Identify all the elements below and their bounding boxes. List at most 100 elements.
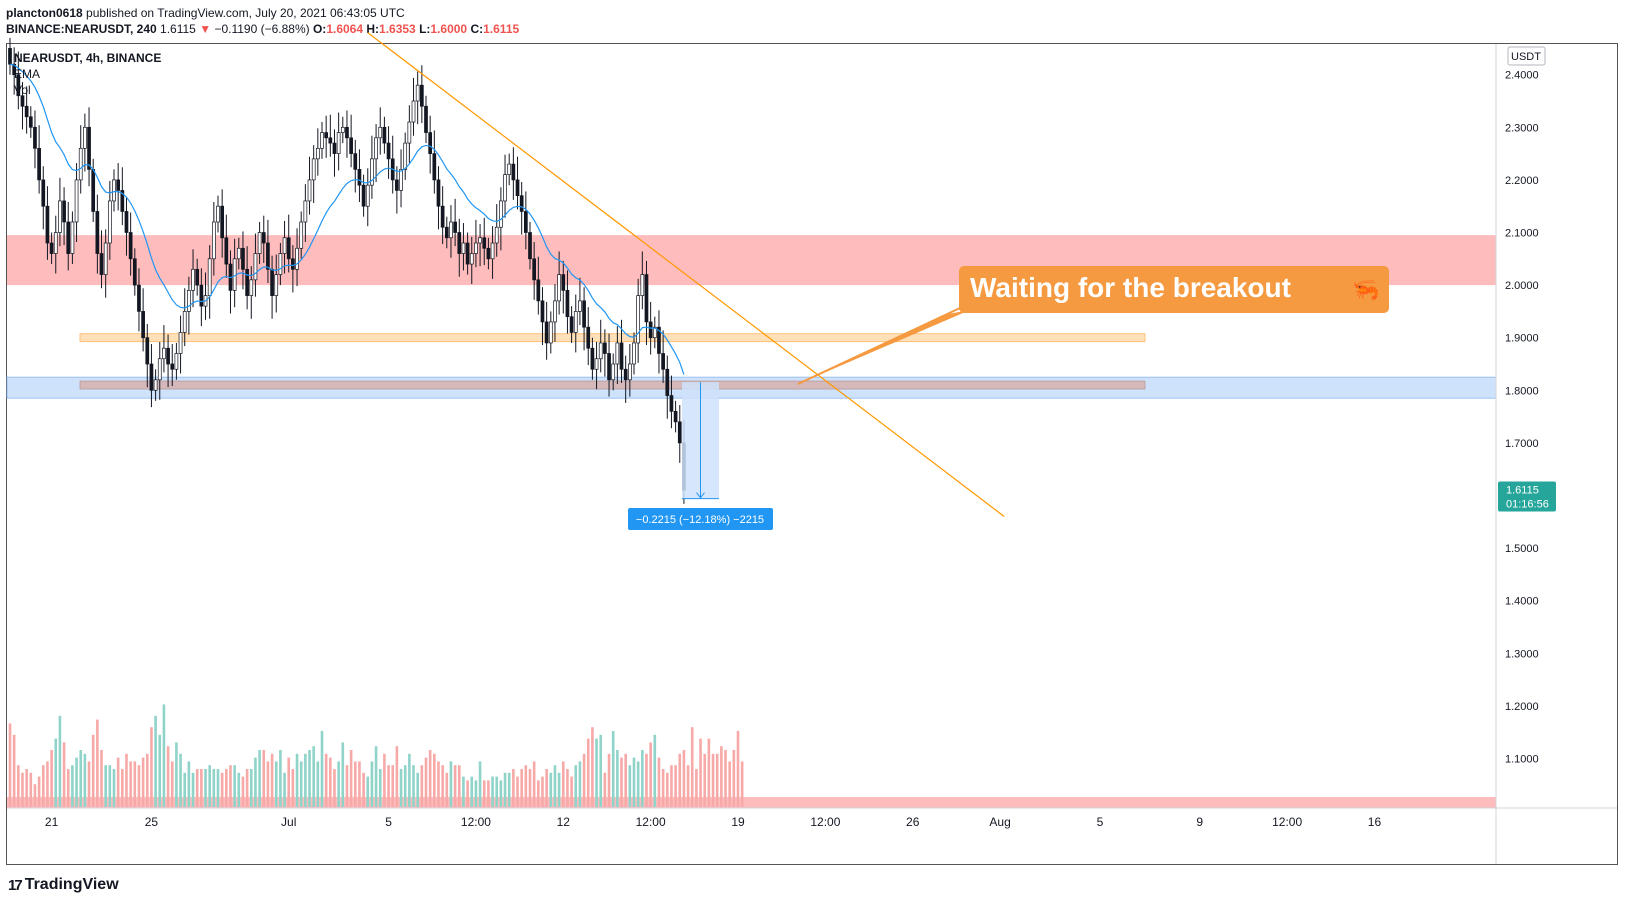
volume-bar — [108, 765, 112, 807]
volume-bar — [736, 731, 740, 807]
volume-bar — [116, 757, 120, 807]
candle-body — [320, 132, 324, 149]
volume-bar — [657, 757, 661, 807]
time-tick-label: 26 — [906, 815, 920, 829]
time-tick-label: 21 — [45, 815, 59, 829]
candle-body — [440, 205, 445, 228]
candle-body — [399, 169, 403, 191]
price-tick-label: 1.8000 — [1505, 385, 1539, 397]
volume-bar — [129, 761, 132, 807]
candle-body — [170, 363, 175, 370]
candle-body — [619, 342, 624, 370]
volume-bar — [37, 776, 41, 807]
candle-body — [557, 274, 561, 302]
candle-body — [428, 132, 433, 154]
candle-body — [286, 237, 291, 260]
volume-bar — [674, 765, 677, 807]
currency-label: USDT — [1511, 51, 1541, 63]
volume-bar — [125, 753, 128, 807]
candle-body — [257, 232, 262, 254]
countdown-label: 01:16:56 — [1506, 498, 1549, 510]
volume-bar — [487, 780, 490, 807]
candle-body — [24, 105, 29, 118]
shrimp-icon: 🦐 — [1352, 277, 1379, 302]
time-tick-label: Jul — [281, 815, 296, 829]
volume-bar — [470, 776, 474, 807]
measure-label: −0.2215 (−12.18%) −2215 — [636, 514, 764, 526]
volume-bar — [270, 753, 274, 807]
candle-body — [607, 353, 611, 381]
volume-bar — [291, 769, 295, 807]
volume-bar — [391, 765, 395, 807]
volume-bar — [320, 731, 324, 807]
open-value: 1.6064 — [326, 22, 364, 36]
candle-body — [95, 211, 100, 254]
volume-bar — [358, 761, 361, 807]
candle-body — [261, 232, 266, 244]
volume-bar — [258, 750, 261, 807]
candle-body — [453, 221, 457, 233]
volume-bar — [541, 776, 544, 807]
volume-bar — [503, 772, 507, 807]
volume-bar — [266, 761, 270, 807]
volume-bar — [366, 776, 370, 807]
candle-body — [83, 126, 87, 149]
last-price: 1.6115 — [160, 22, 196, 36]
candle-body — [594, 358, 599, 370]
candle-body — [33, 126, 37, 149]
volume-bar — [387, 765, 390, 807]
volume-bar — [724, 750, 727, 807]
volume-bar — [611, 731, 615, 807]
time-tick-label: 5 — [1097, 815, 1104, 829]
candle-body — [45, 205, 50, 244]
candle-body — [590, 347, 595, 370]
descending-trendline — [367, 32, 1005, 518]
legend-title: NEARUSDT, 4h, BINANCE — [14, 51, 161, 65]
volume-bar — [665, 772, 669, 807]
candle-body — [511, 163, 516, 181]
volume-bar — [212, 769, 216, 807]
volume-bar — [624, 753, 627, 807]
volume-bar — [453, 765, 457, 807]
candle-body — [365, 184, 370, 207]
volume-bar — [29, 772, 33, 807]
volume-bar — [237, 772, 241, 807]
candle-body — [532, 258, 537, 281]
volume-bar — [150, 727, 153, 807]
candle-body — [66, 221, 71, 254]
volume-bar — [316, 761, 320, 807]
candle-body — [58, 200, 62, 233]
volume-bar — [557, 772, 561, 807]
candle-body — [211, 221, 216, 260]
volume-bar — [428, 750, 432, 807]
price-tick-label: 1.4000 — [1505, 596, 1539, 608]
volume-bar — [732, 750, 736, 807]
tradingview-name: TradingView — [24, 876, 119, 893]
candle-body — [332, 142, 337, 154]
volume-bar — [249, 769, 253, 807]
candle-body — [191, 268, 195, 291]
author-name[interactable]: plancton0618 — [6, 6, 83, 20]
candle-body — [336, 132, 341, 154]
volume-bar — [274, 761, 278, 807]
candle-body — [569, 316, 574, 333]
volume-bar — [75, 757, 78, 807]
price-tick-label: 2.3000 — [1505, 122, 1539, 134]
volume-bar — [145, 753, 149, 807]
volume-bar — [403, 765, 407, 807]
tradingview-brand[interactable]: 17 TradingView — [8, 876, 119, 894]
volume-bar — [599, 734, 603, 807]
candle-body — [20, 95, 25, 107]
volume-bar — [191, 772, 195, 807]
volume-bar — [17, 765, 20, 807]
candle-body — [370, 158, 374, 186]
volume-bar — [333, 769, 336, 807]
price-tick-label: 2.1000 — [1505, 228, 1539, 240]
time-tick-label: 25 — [145, 815, 159, 829]
price-tick-label: 2.2000 — [1505, 175, 1539, 187]
candle-body — [270, 268, 274, 296]
candle-body — [249, 279, 254, 296]
volume-bar — [25, 769, 28, 807]
volume-bar — [229, 765, 232, 807]
